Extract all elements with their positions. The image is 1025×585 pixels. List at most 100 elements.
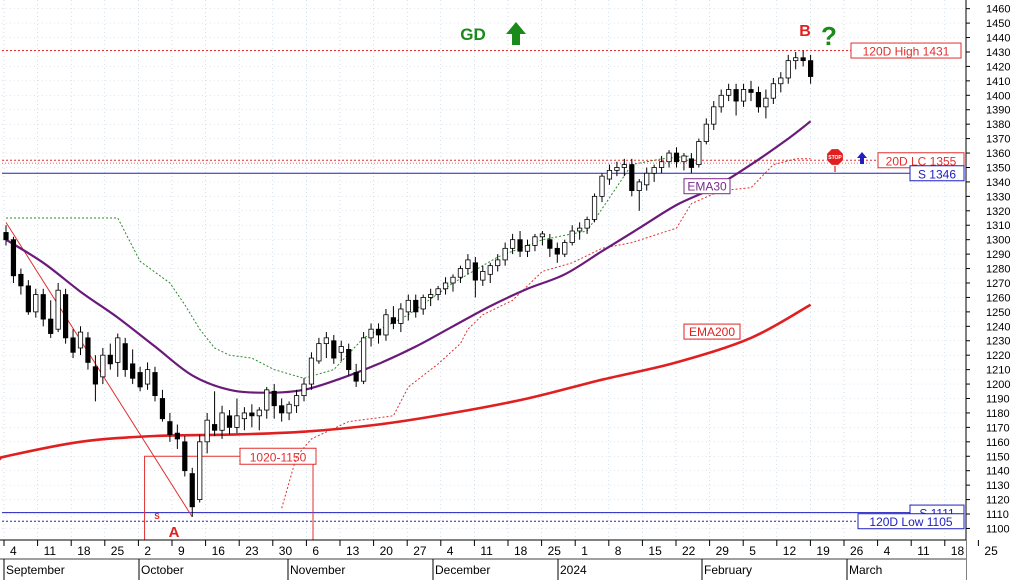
- candlestick: [256, 407, 262, 431]
- candle-body-up: [636, 181, 642, 191]
- ema30-label: EMA30: [687, 180, 727, 194]
- candle-body-down: [152, 372, 158, 397]
- candlestick: [577, 222, 583, 240]
- candle-body-down: [279, 405, 285, 414]
- candle-body-up: [286, 403, 292, 414]
- candle-body-down: [63, 294, 69, 339]
- candle-body-up: [442, 282, 449, 290]
- candlestick: [33, 288, 39, 318]
- day-tick-label: 6: [312, 544, 319, 558]
- candle-body-up: [316, 343, 322, 362]
- level-label-box: [857, 513, 965, 530]
- candlestick: [286, 401, 292, 421]
- price-tick-label: 1410: [986, 76, 1010, 88]
- day-tick-label: 25: [111, 544, 125, 558]
- level-label-box: [850, 42, 962, 59]
- candle-body-up: [793, 57, 799, 62]
- candle-body-down: [472, 262, 478, 281]
- month-label: December: [435, 563, 490, 577]
- candle-body-down: [137, 372, 143, 388]
- candle-body-down: [182, 441, 188, 472]
- candle-body-up: [644, 172, 650, 186]
- candlestick: [413, 294, 419, 318]
- candlestick: [353, 363, 359, 387]
- day-tick-label: 11: [917, 544, 930, 558]
- candle-body-up: [420, 297, 426, 310]
- candle-body-down: [733, 89, 739, 102]
- day-tick-label: 16: [212, 544, 226, 558]
- candlestick: [726, 83, 732, 102]
- month-label: October: [141, 563, 184, 577]
- candlestick: [189, 467, 195, 517]
- candlestick: [591, 193, 598, 223]
- candlestick: [390, 306, 397, 330]
- candle-body-up: [435, 288, 441, 295]
- level-label-box: [909, 165, 965, 182]
- candlestick: [10, 236, 17, 283]
- level-label: 120D Low 1105: [869, 515, 953, 529]
- candle-body-down: [70, 337, 76, 353]
- candlestick: [599, 173, 605, 203]
- day-tick-label: 4: [884, 544, 891, 558]
- day-tick-label: 19: [816, 544, 830, 558]
- price-tick-label: 1250: [986, 307, 1010, 319]
- candle-body-down: [167, 421, 173, 435]
- price-tick-label: 1280: [986, 264, 1010, 276]
- candlestick: [509, 233, 516, 255]
- candle-body-down: [25, 285, 31, 313]
- candlestick: [606, 164, 613, 185]
- price-tick-label: 1440: [986, 33, 1010, 45]
- candlestick: [40, 288, 46, 327]
- candlestick: [554, 242, 560, 263]
- candle-body-down: [629, 164, 635, 191]
- candlestick: [711, 101, 717, 130]
- candle-body-down: [800, 57, 806, 62]
- candlestick: [793, 51, 799, 70]
- day-tick-label: 9: [178, 544, 185, 558]
- candlestick: [673, 147, 680, 168]
- stop-sign-icon: [826, 148, 844, 166]
- candle-body-up: [360, 337, 367, 382]
- month-label: September: [6, 563, 65, 577]
- day-tick-label: 29: [716, 544, 730, 558]
- price-tick-label: 1160: [986, 437, 1010, 449]
- candlestick: [70, 329, 76, 359]
- candlestick: [25, 280, 31, 315]
- candlestick: [375, 323, 382, 344]
- day-tick-label: 26: [850, 544, 864, 558]
- s-marker: S: [154, 512, 160, 521]
- price-tick-label: 1270: [986, 278, 1010, 290]
- candle-body-up: [532, 236, 538, 246]
- day-tick-label: 12: [783, 544, 797, 558]
- candle-body-up: [562, 242, 568, 255]
- candle-body-up: [480, 271, 486, 281]
- candlestick: [800, 50, 806, 67]
- candlestick: [3, 225, 9, 246]
- lower-trailing-stop: [281, 158, 811, 509]
- candlestick: [808, 54, 814, 84]
- price-tick-label: 1200: [986, 379, 1010, 391]
- candle-body-up: [100, 354, 106, 378]
- candlestick: [524, 239, 531, 258]
- candle-body-up: [144, 369, 151, 385]
- price-axis-panel: [966, 0, 1025, 580]
- candle-body-down: [413, 299, 419, 313]
- b-label: B: [799, 23, 811, 40]
- level-label: S 1346: [918, 167, 956, 181]
- price-tick-label: 1120: [986, 495, 1010, 507]
- month-label: 2024: [560, 563, 587, 577]
- candle-body-up: [569, 230, 575, 243]
- candle-body-down: [159, 398, 166, 420]
- candlestick: [733, 83, 739, 116]
- candlestick: [197, 434, 203, 503]
- candle-body-down: [85, 337, 91, 363]
- day-tick-label: 13: [346, 544, 360, 558]
- day-tick-label: 22: [682, 544, 696, 558]
- candle-body-up: [509, 239, 516, 249]
- candle-body-up: [487, 265, 493, 275]
- candle-body-up: [606, 169, 613, 180]
- candlestick: [346, 343, 352, 376]
- day-tick-label: 4: [10, 544, 17, 558]
- price-tick-label: 1430: [986, 47, 1010, 59]
- candle-body-down: [211, 424, 218, 431]
